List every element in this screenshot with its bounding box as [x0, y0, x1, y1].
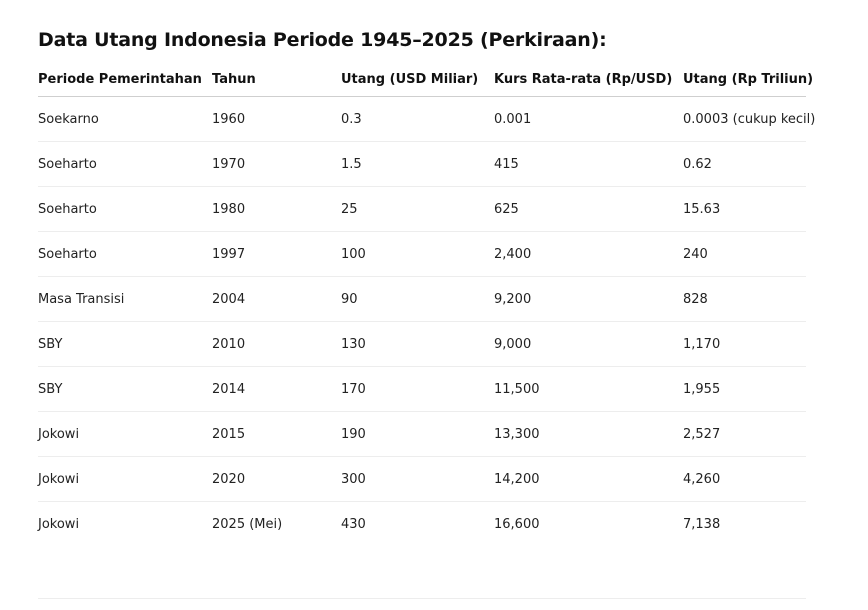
cell-utang-usd: 1.5: [341, 141, 494, 187]
cell-kurs: 9,000: [494, 321, 683, 367]
header-kurs: Kurs Rata-rata (Rp/USD): [494, 63, 683, 97]
cell-utang-usd: 170: [341, 366, 494, 412]
table-row: Soeharto 1997 100 2,400 240: [38, 231, 806, 277]
cell-utang-rp: 1,170: [683, 321, 806, 367]
cell-kurs: 9,200: [494, 276, 683, 322]
cell-kurs: 14,200: [494, 456, 683, 502]
table-row: Soeharto 1970 1.5 415 0.62: [38, 141, 806, 187]
cell-periode: SBY: [38, 321, 212, 367]
cell-kurs: 16,600: [494, 516, 540, 532]
table-row: Jokowi 2015 190 13,300 2,527: [38, 411, 806, 457]
cell-utang-rp: 0.62: [683, 141, 806, 187]
cell-periode: Soeharto: [38, 141, 212, 187]
cell-utang-rp: 240: [683, 231, 806, 277]
cell-utang-rp: 4,260: [683, 456, 806, 502]
cell-utang-usd: 100: [341, 231, 494, 277]
table-row: Jokowi 2020 300 14,200 4,260: [38, 456, 806, 502]
table-row: SBY 2010 130 9,000 1,170: [38, 321, 806, 367]
header-tahun: Tahun: [212, 63, 341, 97]
cell-utang-rp: 15.63: [683, 186, 806, 232]
cell-utang-rp: 2,527: [683, 411, 806, 457]
cell-periode: Soeharto: [38, 231, 212, 277]
cell-kurs: 415: [494, 141, 683, 187]
table-row: SBY 2014 170 11,500 1,955: [38, 366, 806, 412]
cell-tahun: 2014: [212, 366, 341, 412]
cell-utang-rp: 1,955: [683, 366, 806, 412]
cell-utang-usd: 300: [341, 456, 494, 502]
cell-utang-usd: 25: [341, 186, 494, 232]
cell-utang-usd: 0.3: [341, 96, 494, 142]
header-utang-usd: Utang (USD Miliar): [341, 63, 494, 97]
cell-utang-rp: 828: [683, 276, 806, 322]
cell-periode: Jokowi: [38, 411, 212, 457]
cell-utang-usd: 430: [341, 516, 366, 532]
page-title: Data Utang Indonesia Periode 1945–2025 (…: [38, 29, 607, 51]
cell-utang-usd: 190: [341, 411, 494, 457]
cell-periode: SBY: [38, 366, 212, 412]
cell-kurs: 0.001: [494, 96, 683, 142]
cell-tahun: 1980: [212, 186, 341, 232]
cell-periode: Jokowi: [38, 516, 80, 532]
cell-kurs: 625: [494, 186, 683, 232]
cell-tahun: 2025 (Mei): [212, 516, 283, 532]
cell-tahun: 2015: [212, 411, 341, 457]
header-periode: Periode Pemerintahan: [38, 63, 212, 97]
cell-utang-rp: 0.0003 (cukup kecil): [683, 96, 815, 142]
cell-tahun: 1960: [212, 96, 341, 142]
cell-kurs: 11,500: [494, 366, 683, 412]
cell-periode: Soekarno: [38, 96, 212, 142]
cell-periode: Jokowi: [38, 456, 212, 502]
cell-tahun: 1970: [212, 141, 341, 187]
cell-tahun: 1997: [212, 231, 341, 277]
cell-periode: Soeharto: [38, 186, 212, 232]
cell-utang-usd: 130: [341, 321, 494, 367]
header-utang-rp: Utang (Rp Triliun): [683, 63, 813, 97]
table-row: Jokowi 2025 (Mei) 430 16,600 7,138: [38, 502, 806, 547]
table-row: Masa Transisi 2004 90 9,200 828: [38, 276, 806, 322]
cell-tahun: 2020: [212, 456, 341, 502]
debt-data-table: Periode Pemerintahan Tahun Utang (USD Mi…: [38, 63, 815, 547]
cell-kurs: 13,300: [494, 411, 683, 457]
cell-periode: Masa Transisi: [38, 276, 212, 322]
cell-utang-rp: 7,138: [683, 516, 721, 532]
table-row: Soeharto 1980 25 625 15.63: [38, 186, 806, 232]
cell-tahun: 2004: [212, 276, 341, 322]
table-row: Soekarno 1960 0.3 0.001 0.0003 (cukup ke…: [38, 96, 815, 142]
table-header-row: Periode Pemerintahan Tahun Utang (USD Mi…: [38, 63, 813, 97]
cell-kurs: 2,400: [494, 231, 683, 277]
cell-tahun: 2010: [212, 321, 341, 367]
bottom-divider: [38, 598, 806, 599]
cell-utang-usd: 90: [341, 276, 494, 322]
